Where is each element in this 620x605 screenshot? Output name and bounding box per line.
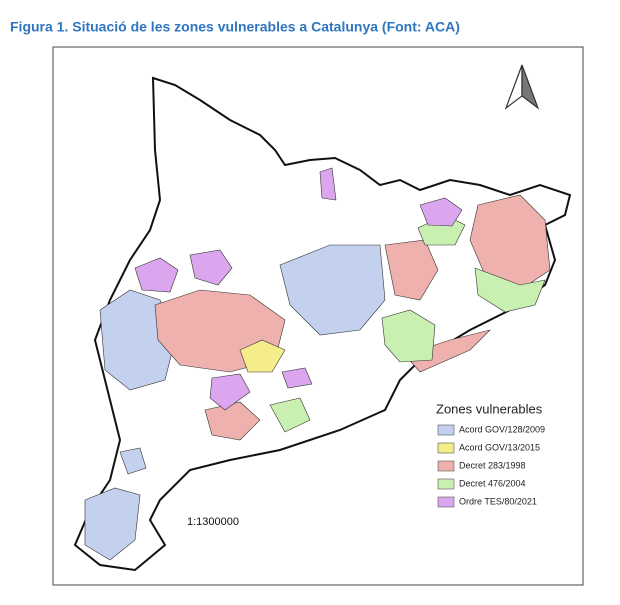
- map: [73, 76, 572, 572]
- zone: [474, 267, 546, 313]
- legend: Zones vulnerables Acord GOV/128/2009 Acor…: [428, 395, 558, 513]
- legend-label: Acord GOV/13/2015: [459, 442, 540, 452]
- zone: [134, 257, 179, 293]
- legend-title: Zones vulnerables: [436, 401, 543, 416]
- caption: Figura 1. Situació de les zones vulnerab…: [10, 19, 460, 35]
- legend-label: Decret 476/2004: [459, 478, 526, 488]
- zone: [279, 244, 386, 336]
- zone: [381, 309, 436, 363]
- zone: [239, 339, 286, 373]
- legend-swatch: [437, 478, 455, 490]
- legend-label: Ordre TES/80/2021: [459, 496, 537, 506]
- north-arrow: [504, 64, 540, 110]
- legend-swatch: [437, 496, 455, 508]
- legend-box: [428, 395, 558, 513]
- legend-swatch: [437, 424, 455, 436]
- zone: [404, 329, 491, 373]
- zone: [469, 194, 551, 291]
- zone: [189, 249, 233, 286]
- zone: [419, 197, 463, 227]
- zone: [209, 373, 251, 411]
- zone: [269, 397, 311, 433]
- scale: 1:1300000: [187, 516, 239, 528]
- zone: [384, 239, 439, 301]
- zone: [281, 367, 313, 389]
- legend-swatch: [437, 460, 455, 472]
- legend-swatch: [437, 442, 455, 454]
- legend-label: Decret 283/1998: [459, 460, 526, 470]
- zone: [119, 447, 147, 475]
- zone: [319, 167, 337, 201]
- zone: [84, 487, 141, 561]
- legend-label: Acord GOV/128/2009: [459, 424, 545, 434]
